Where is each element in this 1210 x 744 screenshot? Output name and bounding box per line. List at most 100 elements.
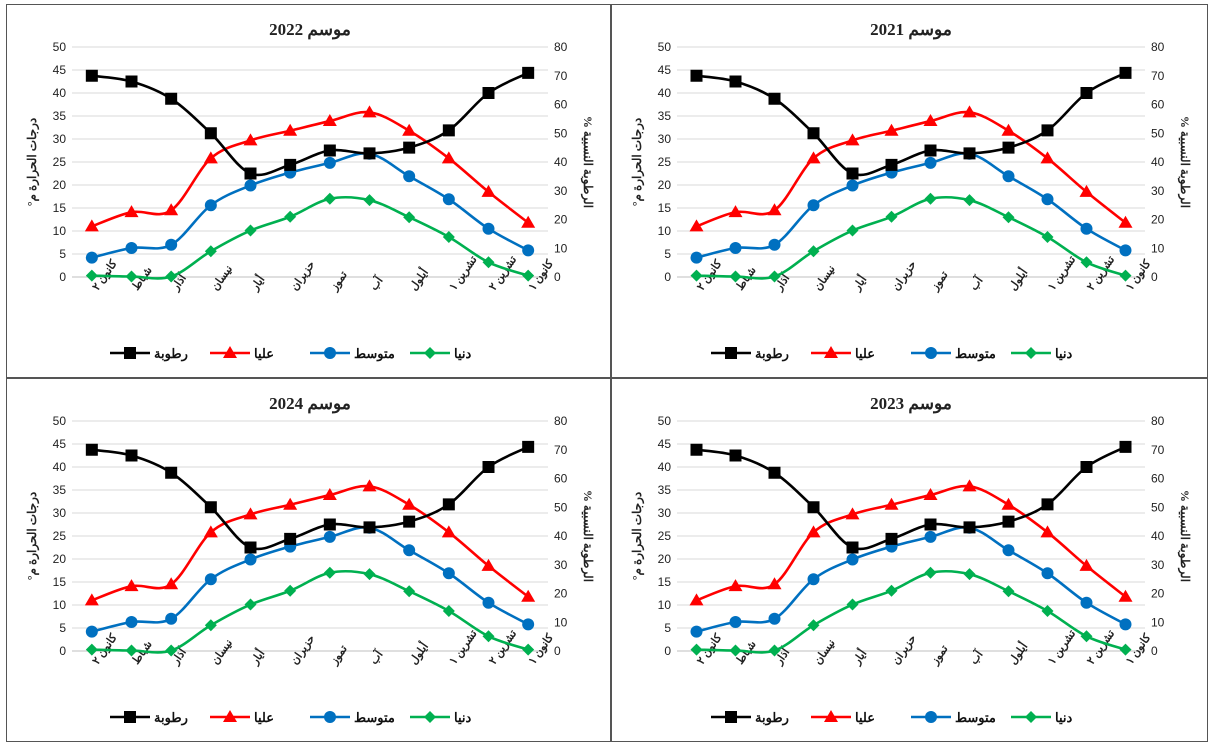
data-point: [402, 123, 417, 136]
data-point: [884, 497, 899, 510]
data-point: [244, 224, 257, 237]
legend-label: متوسط: [955, 710, 996, 726]
data-point: [768, 612, 781, 625]
legend-marker: [324, 711, 336, 723]
legend-item: دنيا: [410, 346, 472, 361]
legend-marker: [424, 347, 436, 359]
x-tick-label: أيلول: [1005, 266, 1030, 293]
data-point: [323, 566, 336, 579]
y-tick-label: 10: [658, 598, 672, 612]
data-point: [165, 238, 178, 251]
y2-tick-label: 30: [554, 558, 568, 572]
series-رطوبة: [85, 440, 535, 554]
data-point: [125, 242, 138, 255]
data-point: [244, 598, 257, 611]
data-point: [768, 466, 781, 479]
data-point: [442, 567, 455, 580]
chart-svg: موسم 2023 0 5 10 15 20 25 30 35 40 45 50 0 10 20 30 40 50…: [630, 394, 1192, 726]
data-point: [807, 127, 820, 140]
y-tick-label: 15: [658, 575, 672, 589]
y2-tick-label: 50: [1151, 500, 1165, 514]
x-tick-label: حزيران: [289, 259, 318, 293]
chart-svg: موسم 2024 0 5 10 15 20 25 30 35 40 45 50 0 10 20 30 40 50…: [25, 394, 595, 726]
legend-label: رطوبة: [154, 346, 188, 362]
y2-axis-label: الرطوبة النسبية %: [580, 116, 595, 208]
y2-tick-label: 10: [554, 241, 568, 255]
data-point: [204, 199, 217, 212]
data-point: [768, 92, 781, 105]
data-point: [690, 643, 703, 656]
data-point: [402, 497, 417, 510]
series-عليا: [84, 105, 536, 232]
legend-marker: [824, 710, 838, 722]
data-point: [885, 584, 898, 597]
legend-item: متوسط: [310, 710, 395, 726]
y2-tick-label: 0: [554, 644, 561, 658]
data-point: [363, 521, 376, 534]
data-point: [403, 515, 416, 528]
y2-tick-label: 70: [554, 69, 568, 83]
y-tick-label: 5: [664, 247, 671, 261]
y-tick-label: 5: [664, 621, 671, 635]
data-point: [924, 192, 937, 205]
data-point: [165, 612, 178, 625]
y-tick-label: 15: [53, 575, 67, 589]
legend-marker: [925, 711, 937, 723]
data-point: [124, 579, 139, 592]
y2-tick-label: 0: [554, 270, 561, 284]
x-tick-label: حزيران: [890, 259, 919, 293]
data-point: [807, 501, 820, 514]
x-tick-label: آب: [966, 647, 986, 667]
data-point: [1041, 230, 1054, 243]
data-point: [322, 114, 337, 127]
y-axis-label: درجات الحرارة م°: [630, 492, 645, 581]
x-tick-label: نيسان: [812, 263, 838, 293]
data-point: [1041, 567, 1054, 580]
data-point: [442, 498, 455, 511]
data-point: [125, 75, 138, 88]
y2-tick-label: 20: [554, 213, 568, 227]
y2-tick-label: 30: [554, 184, 568, 198]
data-point: [85, 69, 98, 82]
x-tick-label: تشرين ١: [1046, 254, 1078, 293]
data-point: [963, 521, 976, 534]
data-point: [1002, 141, 1015, 154]
y2-tick-label: 50: [554, 126, 568, 140]
data-point: [1002, 515, 1015, 528]
data-point: [1118, 589, 1133, 602]
data-point: [441, 525, 456, 538]
data-point: [125, 644, 138, 657]
chart-svg: موسم 2022 0 5 10 15 20 25 30 35 40 45 50 0 10 20 30 40 50…: [25, 20, 595, 362]
x-tick-label: تشرين ١: [447, 628, 479, 667]
data-point: [362, 479, 377, 492]
y-axis-label: درجات الحرارة م°: [25, 118, 40, 207]
series-متوسط: [85, 147, 535, 264]
data-point: [84, 219, 99, 232]
data-point: [1080, 630, 1093, 643]
data-point: [690, 269, 703, 282]
data-point: [403, 585, 416, 598]
y2-tick-label: 50: [554, 500, 568, 514]
data-point: [522, 440, 535, 453]
x-tick-label: تموز: [928, 643, 950, 667]
data-point: [806, 525, 821, 538]
y2-tick-label: 40: [1151, 529, 1165, 543]
legend-item: عليا: [210, 346, 274, 361]
legend-marker: [1025, 711, 1037, 723]
series-دنيا: [85, 566, 535, 657]
y2-tick-label: 30: [1151, 184, 1165, 198]
data-point: [962, 479, 977, 492]
y-tick-label: 50: [658, 40, 672, 54]
y-tick-label: 5: [59, 247, 66, 261]
legend-label: دنيا: [454, 710, 472, 725]
legend: رطوبة عليا متوسط دنيا: [711, 710, 1073, 726]
data-point: [924, 518, 937, 531]
y2-tick-label: 80: [1151, 40, 1165, 54]
data-point: [1080, 461, 1093, 473]
data-point: [204, 501, 217, 514]
y-tick-label: 35: [53, 483, 67, 497]
data-point: [729, 75, 742, 88]
data-point: [323, 518, 336, 531]
data-point: [243, 507, 258, 520]
data-point: [442, 604, 455, 617]
